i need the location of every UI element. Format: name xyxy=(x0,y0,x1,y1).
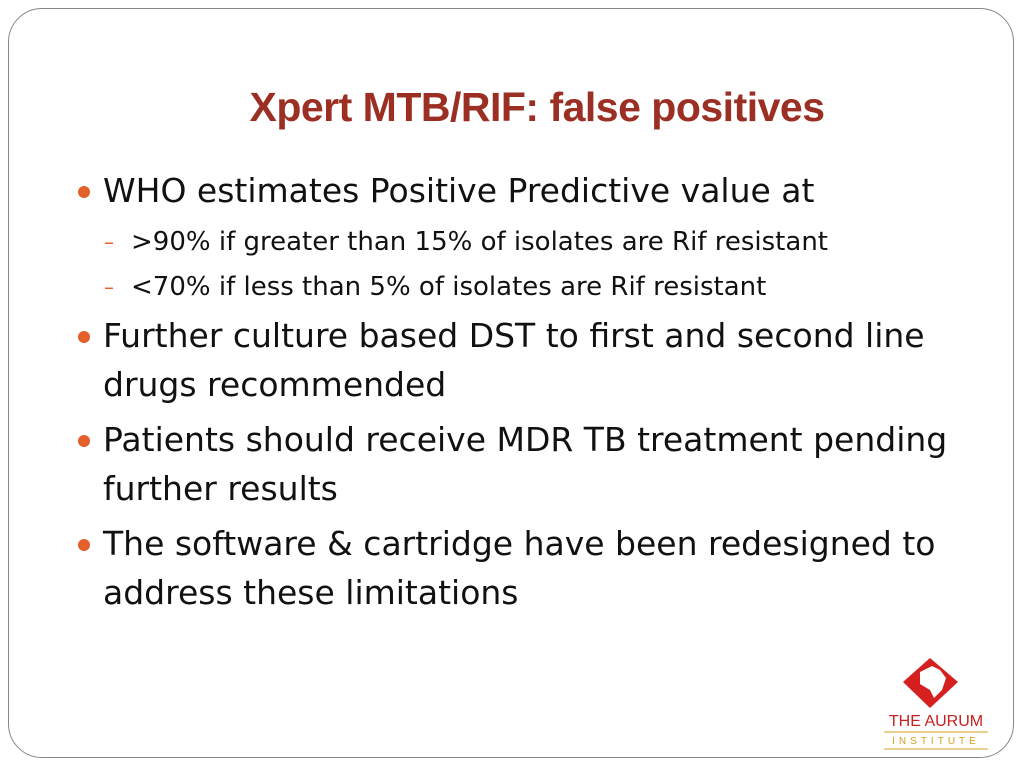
bullet: WHO estimates Positive Predictive value … xyxy=(76,166,1024,215)
sub-bullet: >90% if greater than 15% of isolates are… xyxy=(76,218,1024,266)
logo-name: THE AURUM xyxy=(889,713,983,730)
bullet: The software & cartridge have been redes… xyxy=(76,519,1024,617)
sub-bullet: <70% if less than 5% of isolates are Rif… xyxy=(76,263,1024,311)
title: Xpert MTB/RIF: false positives xyxy=(249,84,825,130)
bullet-list: WHO estimates Positive Predictive value … xyxy=(76,166,1024,623)
bullet: Patients should receive MDR TB treatment… xyxy=(76,415,1024,513)
logo-sub: INSTITUTE xyxy=(892,736,980,747)
logo: THE AURUM INSTITUTE xyxy=(884,658,988,750)
slide-frame xyxy=(8,8,1014,758)
bullet: Further culture based DST to first and s… xyxy=(76,311,1024,409)
